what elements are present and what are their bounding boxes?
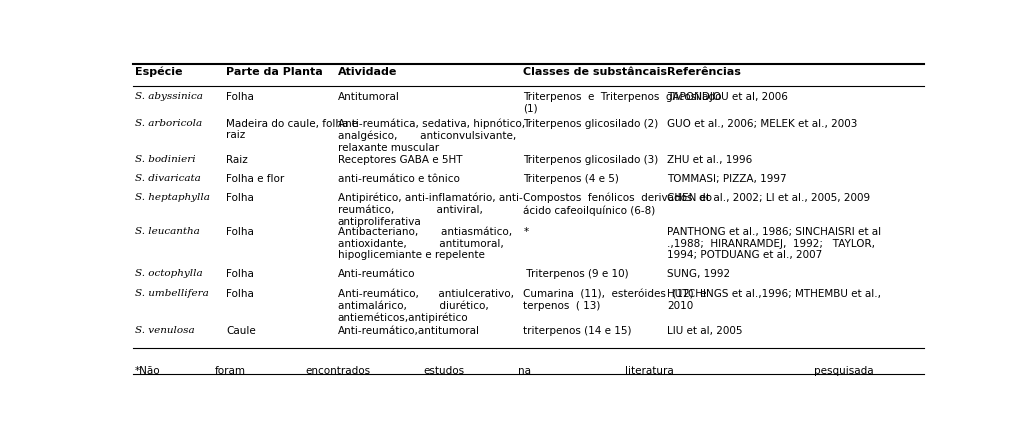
Text: Anti-reumático,      antiulcerativo,
antimalárico,          diurético,
antieméti: Anti-reumático, antiulcerativo, antimalá… — [338, 289, 513, 323]
Text: S. leucantha: S. leucantha — [135, 227, 200, 236]
Text: literatura: literatura — [625, 366, 673, 376]
Text: triterpenos (14 e 15): triterpenos (14 e 15) — [524, 326, 632, 335]
Text: encontrados: encontrados — [306, 366, 370, 376]
Text: Atividade: Atividade — [338, 66, 397, 77]
Text: Cumarina  (11),  esteróides  (12)  e
terpenos  ( 13): Cumarina (11), esteróides (12) e terpeno… — [524, 289, 707, 311]
Text: Folha: Folha — [226, 193, 254, 203]
Text: CHEN et al., 2002; LI et al., 2005, 2009: CHEN et al., 2002; LI et al., 2005, 2009 — [667, 193, 871, 203]
Text: S. venulosa: S. venulosa — [135, 326, 194, 335]
Text: Triterpenos  e  Triterpenos  glicosilado
(1): Triterpenos e Triterpenos glicosilado (1… — [524, 92, 722, 113]
Text: Anti-reumático: Anti-reumático — [338, 269, 415, 280]
Text: Raiz: Raiz — [226, 155, 248, 165]
Text: Antipirético, anti-inflamatório, anti-
reumático,             antiviral,
antipro: Antipirético, anti-inflamatório, anti- r… — [338, 193, 523, 227]
Text: S. abyssinica: S. abyssinica — [135, 92, 203, 101]
Text: Caule: Caule — [226, 326, 255, 335]
Text: S. umbellifera: S. umbellifera — [135, 289, 209, 298]
Text: *: * — [524, 227, 529, 237]
Text: S. bodinieri: S. bodinieri — [135, 155, 196, 164]
Text: Folha e flor: Folha e flor — [226, 174, 284, 184]
Text: Triterpenos (4 e 5): Triterpenos (4 e 5) — [524, 174, 619, 184]
Text: *Não: *Não — [135, 366, 161, 376]
Text: S. arboricola: S. arboricola — [135, 118, 202, 127]
Text: Folha: Folha — [226, 92, 254, 102]
Text: Triterpenos (9 e 10): Triterpenos (9 e 10) — [524, 269, 629, 280]
Text: S. octophylla: S. octophylla — [135, 269, 203, 278]
Text: estudos: estudos — [424, 366, 465, 376]
Text: Anti-reumático,antitumoral: Anti-reumático,antitumoral — [338, 326, 480, 335]
Text: anti-reumático e tônico: anti-reumático e tônico — [338, 174, 459, 184]
Text: Classes de substâncais: Classes de substâncais — [524, 66, 668, 77]
Text: GUO et al., 2006; MELEK et al., 2003: GUO et al., 2006; MELEK et al., 2003 — [667, 118, 857, 129]
Text: Folha: Folha — [226, 289, 254, 299]
Text: Folha: Folha — [226, 227, 254, 237]
Text: LIU et al, 2005: LIU et al, 2005 — [667, 326, 742, 335]
Text: Espécie: Espécie — [135, 66, 182, 77]
Text: Referências: Referências — [667, 66, 741, 77]
Text: TOMMASI; PIZZA, 1997: TOMMASI; PIZZA, 1997 — [667, 174, 786, 184]
Text: S. divaricata: S. divaricata — [135, 174, 201, 183]
Text: ZHU et al., 1996: ZHU et al., 1996 — [667, 155, 752, 165]
Text: Antitumoral: Antitumoral — [338, 92, 399, 102]
Text: Madeira do caule, folha e
raiz: Madeira do caule, folha e raiz — [226, 118, 358, 140]
Text: SUNG, 1992: SUNG, 1992 — [667, 269, 730, 280]
Text: Anti-reumática, sedativa, hipnótico,
analgésico,       anticonvulsivante,
relaxa: Anti-reumática, sedativa, hipnótico, ana… — [338, 118, 525, 153]
Text: HUTCHINGS et al.,1996; MTHEMBU et al.,
2010: HUTCHINGS et al.,1996; MTHEMBU et al., 2… — [667, 289, 881, 311]
Text: Compostos  fenólicos  derivados  do
ácido cafeoilquínico (6-8): Compostos fenólicos derivados do ácido c… — [524, 193, 712, 215]
Text: Receptores GABA e 5HT: Receptores GABA e 5HT — [338, 155, 462, 165]
Text: Folha: Folha — [226, 269, 254, 280]
Text: na: na — [518, 366, 531, 376]
Text: S. heptaphylla: S. heptaphylla — [135, 193, 210, 202]
Text: Antibacteriano,       antiasmático,
antioxidante,          antitumoral,
hipoglic: Antibacteriano, antiasmático, antioxidan… — [338, 227, 511, 260]
Text: pesquisada: pesquisada — [814, 366, 874, 376]
Text: Triterpenos glicosilado (3): Triterpenos glicosilado (3) — [524, 155, 659, 165]
Text: Triterpenos glicosilado (2): Triterpenos glicosilado (2) — [524, 118, 659, 129]
Text: PANTHONG et al., 1986; SINCHAISRI et al
.,1988;  HIRANRAMDEJ,  1992;   TAYLOR,
1: PANTHONG et al., 1986; SINCHAISRI et al … — [667, 227, 881, 260]
Text: Parte da Planta: Parte da Planta — [226, 66, 323, 77]
Text: foram: foram — [215, 366, 246, 376]
Text: TAPONDJOU et al, 2006: TAPONDJOU et al, 2006 — [667, 92, 788, 102]
